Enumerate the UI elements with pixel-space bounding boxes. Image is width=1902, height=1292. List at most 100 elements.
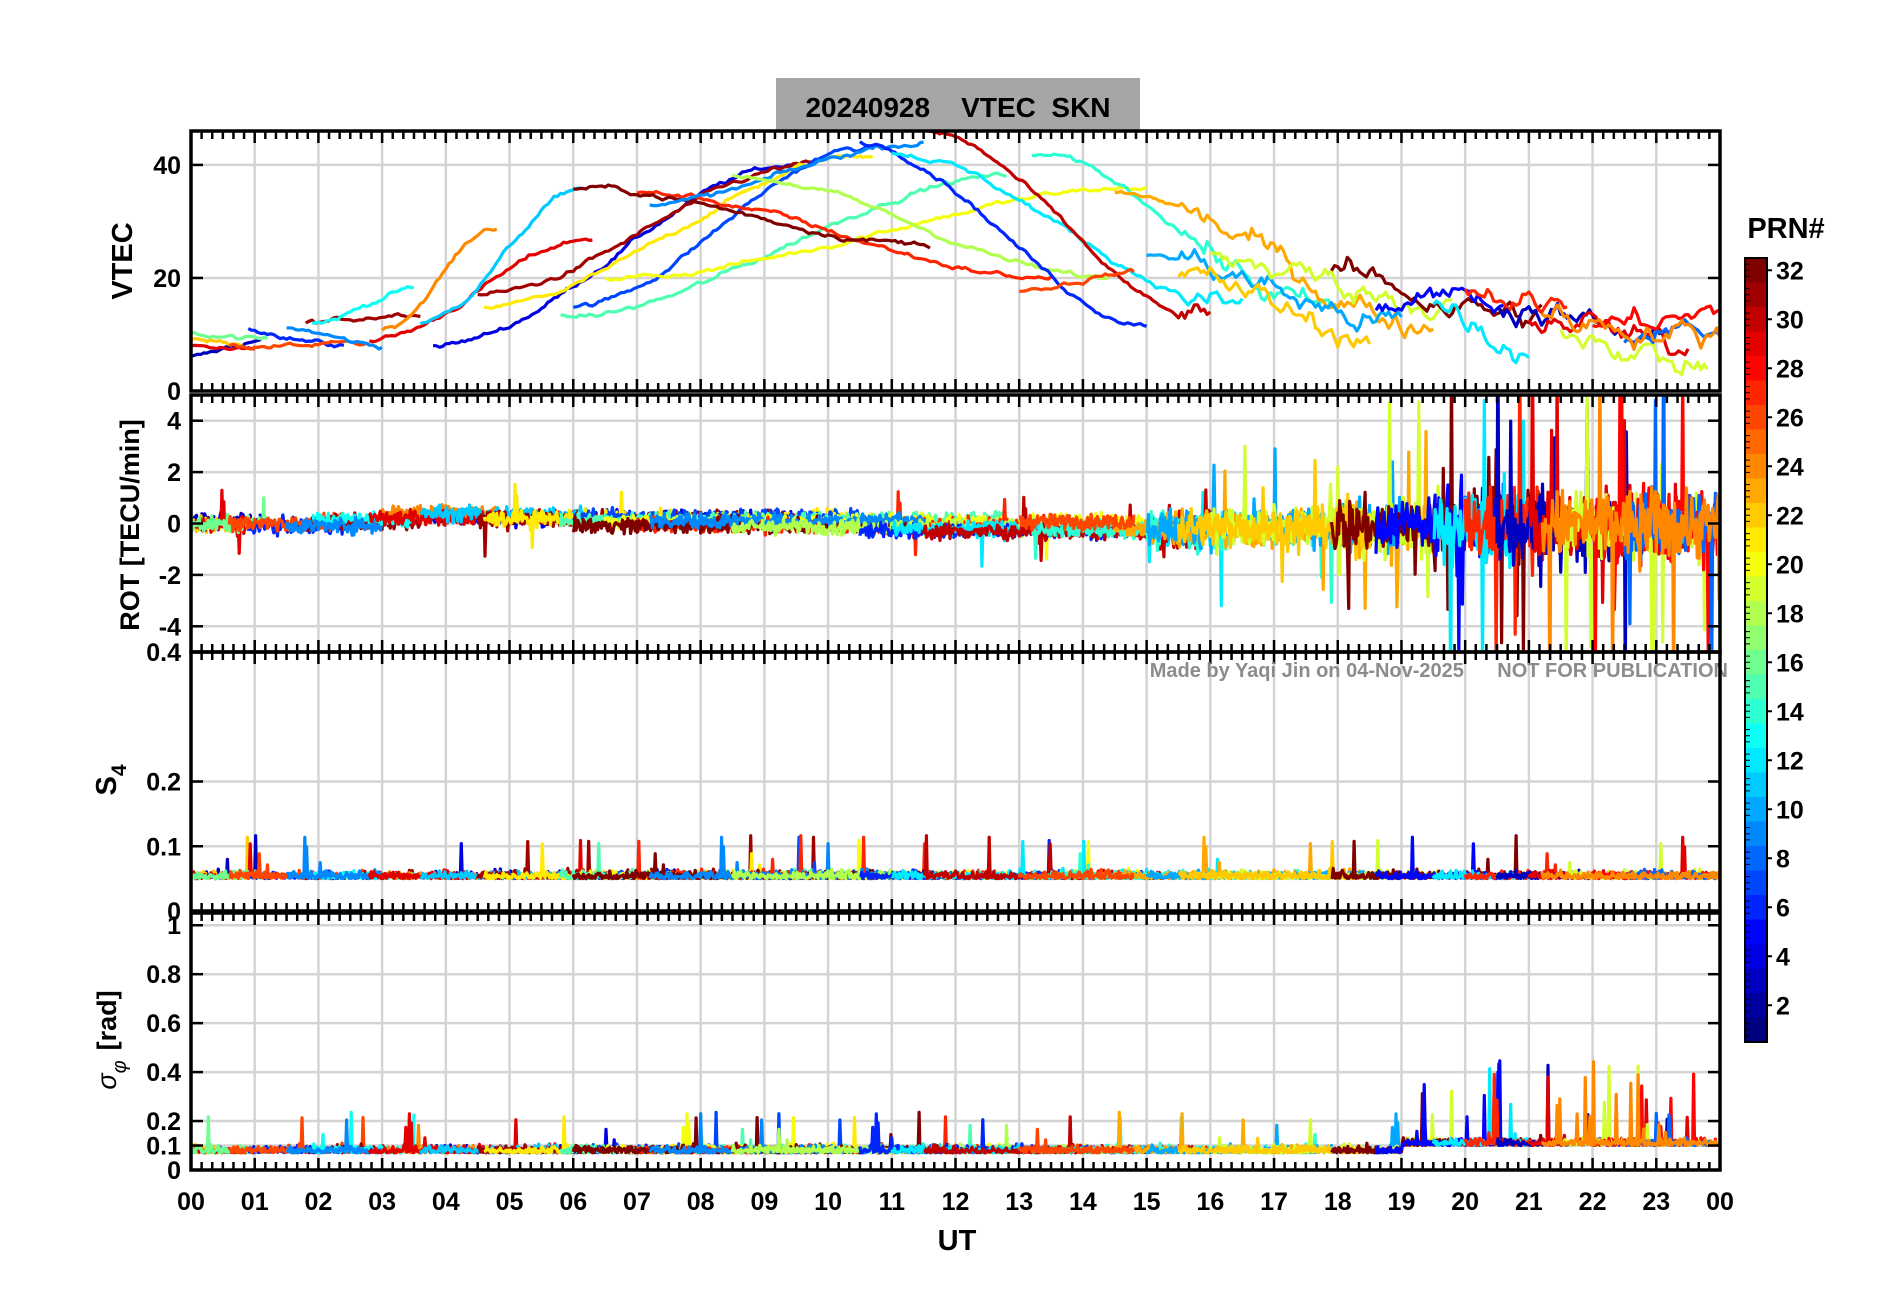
x-tick-label: 03	[368, 1188, 396, 1216]
prn-26-trace	[1017, 867, 1135, 881]
colorbar-tick-label: 16	[1776, 649, 1804, 677]
colorbar-cell	[1745, 748, 1767, 773]
sigma-phi-ylabel-sub: φ	[109, 1060, 131, 1073]
colorbar-cell	[1745, 356, 1767, 381]
prn-15-trace	[560, 171, 1007, 319]
rot-panel: -4 -2 0 2 4 ROT [TECU/min]	[115, 393, 1722, 654]
colorbar-frame	[1744, 257, 1768, 1043]
colorbar-cell	[1745, 527, 1767, 552]
colorbar-cell	[1745, 1017, 1767, 1042]
colorbar-cell	[1745, 919, 1767, 944]
prn-6-trace	[247, 327, 345, 349]
colorbar-cell	[1745, 797, 1767, 822]
colorbar-cell	[1745, 478, 1767, 503]
colorbar-cell	[1745, 454, 1767, 479]
prn-32-trace	[573, 183, 931, 250]
s4-ytick-labels: 0 0.1 0.2 0.4	[146, 639, 181, 926]
colorbar-tick-label: 6	[1776, 894, 1790, 922]
x-tick-label: 16	[1196, 1188, 1224, 1216]
sigma-phi-ylabel: σφ [rad]	[92, 990, 131, 1089]
colorbar-cell	[1745, 944, 1767, 969]
trace-group	[191, 395, 1720, 652]
colorbar-cell	[1745, 601, 1767, 626]
chart-title: 20240928 VTEC SKN	[805, 92, 1110, 123]
colorbar-cell	[1745, 576, 1767, 601]
prn-24-trace	[381, 227, 498, 332]
colorbar-cell	[1745, 503, 1767, 528]
y-tick-label: 0.4	[146, 1059, 181, 1087]
colorbar-cell	[1745, 870, 1767, 895]
s4-axes-frame	[189, 650, 1722, 913]
x-tick-label: 04	[432, 1188, 460, 1216]
x-tick-label: 05	[496, 1188, 524, 1216]
x-tick-label: 15	[1133, 1188, 1161, 1216]
x-tick-label: 07	[623, 1188, 651, 1216]
y-tick-label: 2	[167, 459, 181, 487]
title-background	[776, 78, 1140, 130]
colorbar-label: PRN#	[1747, 213, 1824, 245]
y-tick-label: 0.2	[146, 769, 181, 797]
prn-26-trace	[1017, 1127, 1136, 1155]
colorbar-tick-label: 20	[1776, 551, 1804, 579]
x-axis-label: UT	[938, 1225, 977, 1257]
title-banner: 20240928 VTEC SKN	[776, 78, 1140, 130]
x-tick-label: 21	[1515, 1188, 1543, 1216]
s4-ylabel: S4	[91, 764, 131, 795]
x-tick-label: 11	[879, 1188, 906, 1216]
x-tick-labels: 00 01 02 03 04 05 06 07 08 09 10 11 12 13 14 15 16 17 18 19…	[177, 1188, 1734, 1216]
prn-9-trace	[285, 1118, 384, 1155]
sigma-phi-ytick-labels: 00.10.2 0.4 0.6 0.8 1	[146, 912, 181, 1185]
colorbar-tick-label: 30	[1776, 306, 1804, 334]
colorbar-tick-label: 4	[1776, 943, 1790, 971]
colorbar-cell	[1745, 405, 1767, 430]
y-tick-label: 0	[167, 898, 181, 926]
x-tick-label: 09	[750, 1188, 778, 1216]
prn-7-trace	[573, 145, 868, 309]
vtec-ylabel: VTEC	[107, 222, 139, 299]
y-tick-label: 4	[167, 408, 181, 436]
x-tick-label: 01	[241, 1188, 269, 1216]
prn-22-trace	[1177, 265, 1372, 349]
y-tick-label: 0	[167, 378, 181, 406]
colorbar-cell	[1745, 723, 1767, 748]
x-tick-label: 14	[1069, 1188, 1097, 1216]
prn-9-trace	[286, 326, 383, 351]
prn-12-trace	[1432, 299, 1530, 365]
colorbar-cell	[1745, 993, 1767, 1018]
trace-group	[191, 1059, 1720, 1155]
rot-series	[191, 395, 1720, 652]
s4-ylabel-sub: 4	[108, 764, 131, 776]
prn-26-trace	[1018, 512, 1136, 533]
colorbar-cell	[1745, 258, 1767, 283]
y-tick-label: 40	[153, 152, 181, 180]
sigma-phi-ylabel-main: σ	[92, 1072, 122, 1090]
vtec-series	[191, 131, 1720, 377]
x-tick-label: 22	[1579, 1188, 1607, 1216]
colorbar-tick-label: 18	[1776, 600, 1804, 628]
sigma-phi-series	[191, 1059, 1720, 1155]
prn-19-trace	[1559, 328, 1709, 377]
rot-ylabel: ROT [TECU/min]	[115, 419, 145, 630]
colorbar-cell	[1745, 968, 1767, 993]
colorbar-tick-label: 26	[1776, 404, 1804, 432]
y-tick-label: 20	[153, 265, 181, 293]
y-tick-label: -4	[159, 613, 181, 641]
y-tick-label: 1	[167, 912, 181, 940]
colorbar-cell	[1745, 650, 1767, 675]
colorbar-cell	[1745, 674, 1767, 699]
prn-22-trace	[191, 337, 249, 351]
sigma-phi-ticks	[189, 913, 1722, 1172]
colorbar-cell	[1745, 429, 1767, 454]
s4-ylabel-main: S	[91, 776, 123, 795]
prn-3-trace	[191, 337, 262, 358]
colorbar-cell	[1745, 282, 1767, 307]
colorbar-tick-label: 8	[1776, 845, 1790, 873]
prn-27-trace	[1463, 287, 1568, 315]
prn-9-trace	[285, 835, 384, 881]
s4-grid	[191, 652, 1720, 911]
prn-26-trace	[1019, 267, 1135, 293]
y-tick-label: 0.1	[146, 833, 181, 861]
